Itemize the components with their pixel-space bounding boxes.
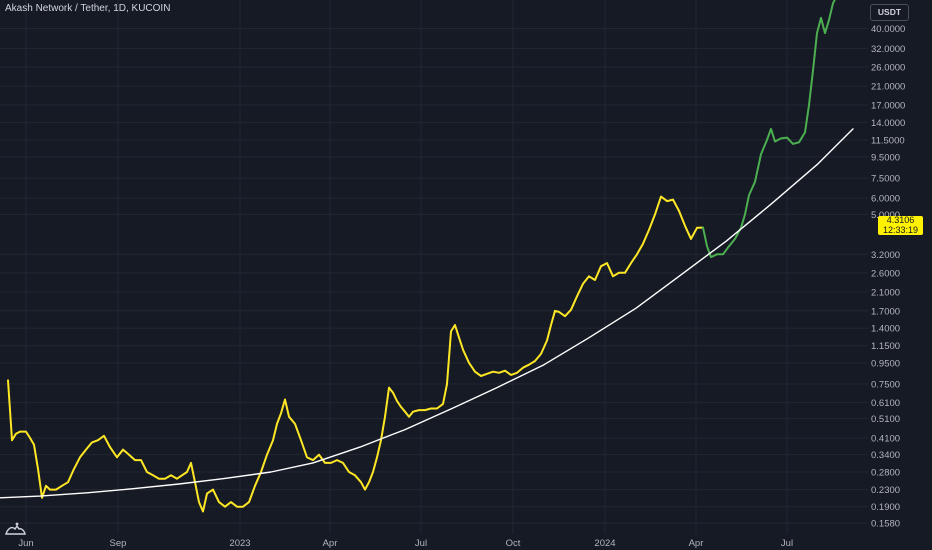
y-tick-label: 40.0000 — [871, 24, 905, 35]
last-price-tag: 4.3106 12:33:19 — [878, 215, 923, 235]
x-tick-label: Apr — [689, 538, 704, 549]
y-tick-label: 7.5000 — [871, 174, 900, 185]
time-axis: Jun Sep 2023 Apr Jul Oct 2024 Apr Jul — [18, 538, 793, 549]
bar-countdown: 12:33:19 — [882, 224, 919, 235]
y-tick-label: 3.2000 — [871, 250, 900, 261]
y-tick-label: 1.1500 — [871, 341, 900, 352]
y-tick-label: 17.0000 — [871, 100, 905, 111]
y-tick-label: 14.0000 — [871, 118, 905, 129]
y-tick-label: 32.0000 — [871, 44, 905, 55]
x-tick-label: Oct — [506, 538, 521, 549]
y-tick-label: 0.3400 — [871, 450, 900, 461]
price-recent-line — [702, 0, 836, 259]
y-tick-label: 0.9500 — [871, 358, 900, 369]
currency-button[interactable]: USDT — [870, 4, 909, 21]
y-tick-label: 6.0000 — [871, 194, 900, 205]
y-tick-label: 5.0000 — [871, 210, 900, 221]
y-tick-label: 0.1900 — [871, 502, 900, 513]
y-tick-label: 9.5000 — [871, 152, 900, 163]
y-tick-label: 1.7000 — [871, 306, 900, 317]
y-tick-label: 2.6000 — [871, 268, 900, 279]
last-price-value: 4.3106 — [886, 215, 915, 225]
price-axis: 40.0000 32.0000 26.0000 21.0000 17.0000 14.00… — [871, 24, 905, 530]
x-tick-label: Jul — [415, 538, 427, 549]
price-highlight-line — [7, 195, 704, 513]
chart-series — [0, 0, 854, 513]
symbol-title: Akash Network / Tether, 1D, KUCOIN — [5, 3, 171, 14]
y-tick-label: 11.5000 — [871, 135, 905, 146]
y-tick-label: 0.6100 — [871, 398, 900, 409]
y-tick-label: 0.7500 — [871, 379, 900, 390]
x-tick-label: Jul — [781, 538, 793, 549]
x-tick-label: 2024 — [594, 538, 615, 549]
y-tick-label: 21.0000 — [871, 82, 905, 93]
x-tick-label: Apr — [323, 538, 338, 549]
y-tick-label: 1.4000 — [871, 324, 900, 335]
y-tick-label: 2.1000 — [871, 287, 900, 298]
tradingview-logo-icon[interactable] — [4, 520, 28, 538]
y-tick-label: 0.1580 — [871, 519, 900, 530]
chart-grid — [0, 0, 868, 534]
y-tick-label: 26.0000 — [871, 62, 905, 73]
x-tick-label: Sep — [110, 538, 127, 549]
y-tick-label: 0.2800 — [871, 468, 900, 479]
x-tick-label: 2023 — [229, 538, 250, 549]
y-tick-label: 0.5100 — [871, 414, 900, 425]
x-tick-label: Jun — [18, 538, 33, 549]
y-tick-label: 0.2300 — [871, 485, 900, 496]
y-tick-label: 0.4100 — [871, 433, 900, 444]
trend-curve-line — [0, 128, 854, 499]
